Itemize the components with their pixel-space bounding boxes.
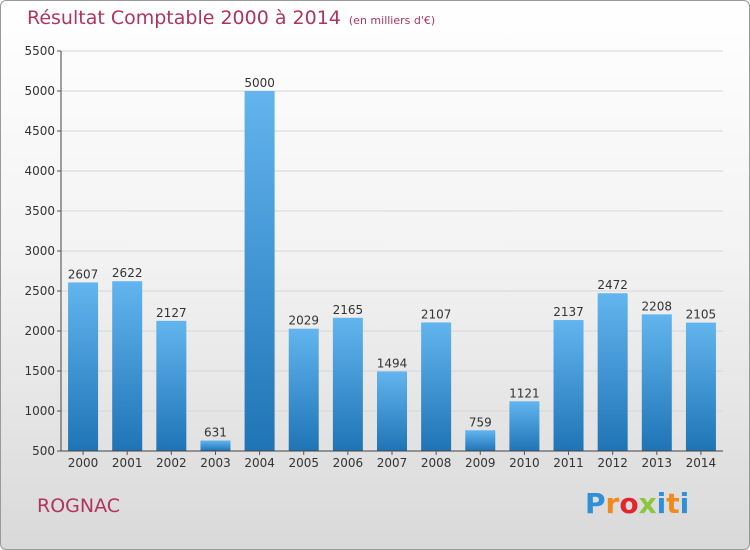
bar: [377, 371, 407, 451]
bar: [288, 328, 319, 451]
logo-letter: P: [585, 487, 606, 520]
x-tick-label: 2004: [244, 456, 275, 470]
x-tick-label: 2014: [686, 456, 717, 470]
proxiti-logo[interactable]: Proxiti: [585, 487, 689, 520]
bar-value-label: 2472: [597, 278, 628, 292]
bar-value-label: 2165: [333, 303, 364, 317]
bar-value-label: 2029: [288, 314, 319, 328]
bar: [332, 317, 363, 451]
bar-value-label: 2208: [642, 299, 673, 313]
bar-value-label: 2607: [68, 267, 99, 281]
bar: [421, 322, 452, 451]
bar: [156, 320, 187, 451]
bar-value-label: 2622: [112, 266, 143, 280]
y-tick-label: 3000: [24, 244, 55, 258]
logo-letter: r: [605, 487, 620, 520]
logo-letter: x: [638, 487, 657, 520]
bar-value-label: 5000: [244, 76, 275, 90]
bar: [685, 322, 716, 451]
x-tick-label: 2003: [200, 456, 231, 470]
y-tick-label: 4000: [24, 164, 55, 178]
bar-value-label: 2107: [421, 307, 452, 321]
chart-title: Résultat Comptable 2000 à 2014: [27, 7, 341, 29]
x-tick-label: 2008: [421, 456, 452, 470]
bar: [553, 320, 584, 451]
bar-value-label: 2105: [686, 308, 717, 322]
bar: [200, 440, 231, 451]
bar: [465, 430, 496, 451]
x-tick-label: 2007: [377, 456, 408, 470]
title-row: Résultat Comptable 2000 à 2014 (en millie…: [27, 7, 435, 29]
commune-name: ROGNAC: [37, 495, 121, 517]
chart-subtitle: (en milliers d'€): [348, 14, 436, 27]
x-tick-label: 2010: [509, 456, 540, 470]
x-tick-label: 2000: [68, 456, 99, 470]
bar-value-label: 631: [204, 426, 227, 440]
x-tick-label: 2006: [333, 456, 364, 470]
y-tick-label: 500: [32, 444, 55, 458]
bar-value-label: 1494: [377, 356, 408, 370]
x-tick-label: 2001: [112, 456, 143, 470]
x-tick-label: 2002: [156, 456, 187, 470]
logo-letter: o: [619, 487, 639, 520]
bar-value-label: 1121: [509, 386, 540, 400]
x-tick-label: 2012: [597, 456, 628, 470]
axis-layer: 500 1000 1500 2000 2500 3000 3500 4000 4500 5000 5…: [24, 44, 723, 470]
bar-value-label: 759: [469, 415, 492, 429]
bar: [509, 401, 540, 451]
y-tick-label: 1500: [24, 364, 55, 378]
y-tick-label: 3500: [24, 204, 55, 218]
y-tick-label: 2500: [24, 284, 55, 298]
bar-value-label: 2137: [553, 305, 584, 319]
logo-letter: t: [666, 487, 680, 520]
x-tick-label: 2011: [553, 456, 584, 470]
label-layer: 2607 2622 2127 631 5000 2029 2165 1494 2107 759 11…: [68, 76, 716, 440]
logo-letter: i: [679, 487, 690, 520]
y-tick-label: 4500: [24, 124, 55, 138]
y-tick-label: 5500: [24, 44, 55, 58]
y-tick-label: 1000: [24, 404, 55, 418]
x-tick-label: 2013: [642, 456, 673, 470]
logo-letter: i: [656, 487, 667, 520]
bar: [68, 282, 99, 451]
bar-value-label: 2127: [156, 306, 187, 320]
bar: [244, 91, 275, 451]
x-tick-label: 2005: [288, 456, 319, 470]
bar: [597, 293, 628, 451]
x-tick-label: 2009: [465, 456, 496, 470]
bar-layer: [68, 91, 716, 451]
y-tick-label: 2000: [24, 324, 55, 338]
bar: [641, 314, 672, 451]
bar: [112, 281, 143, 451]
y-tick-label: 5000: [24, 84, 55, 98]
